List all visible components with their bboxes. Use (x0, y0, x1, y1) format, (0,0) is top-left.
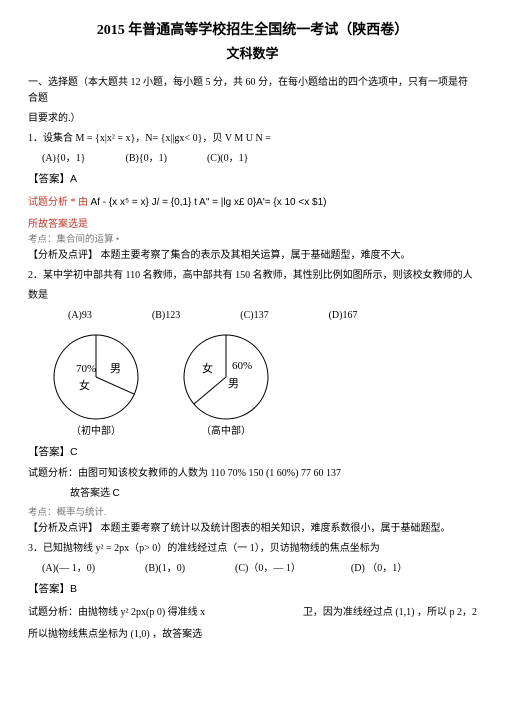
q3-options: (A)(— 1，0) (B)(1，0) (C)（0，— 1） (D) （0，1） (42, 561, 477, 577)
q1-options: (A){0，1} (B){0，1) (C)(0，1} (42, 151, 477, 167)
section-intro-2: 目要求的.） (28, 111, 477, 127)
q1-kaodian: 考点：集合间的运算 • (28, 233, 477, 248)
q2-analysis-2: 故答案选 C (70, 486, 477, 502)
pie-2-wrap: 女 60% 男 （高中部） (176, 332, 276, 440)
q2-fenxi: 【分析及点评】 本题主要考察了统计以及统计图表的相关知识，难度系数很小，属于基础… (28, 521, 477, 537)
q1-fenxi: 【分析及点评】 本题主要考察了集合的表示及其相关运算，属于基础题型，难度不大。 (28, 248, 477, 264)
q2-opt-c: (C)137 (240, 308, 268, 324)
page-title: 2015 年普通高等学校招生全国统一考试（陕西卷） (28, 20, 477, 42)
q1-opt-c: (C)(0，1} (207, 151, 248, 167)
q3-analysis-2: 所以抛物线焦点坐标为 (1,0) ，故答案选 (28, 627, 477, 643)
pie2-pct: 60% (232, 360, 252, 372)
q3-analysis-right: 卫，因为准线经过点 (1,1) ，所以 p 2，2 (303, 605, 477, 621)
q1-opt-b: (B){0，1) (125, 151, 166, 167)
section-intro-1: 一、选择题（本大题共 12 小题，每小题 5 分，共 60 分，在每小题给出的四… (28, 75, 477, 107)
pie1-pct: 70% (76, 363, 96, 375)
page-subtitle: 文科数学 (28, 44, 477, 65)
q2-opt-d: (D)167 (329, 308, 358, 324)
q2-opt-a: (A)93 (68, 308, 92, 324)
q3-opt-d: (D) （0，1） (351, 561, 407, 577)
pie-chart-2: 女 60% 男 (176, 332, 276, 422)
pie1-f: 女 (79, 378, 90, 392)
q3-analysis-left: 试题分析：由抛物线 y² 2px(p 0) 得准线 x (28, 605, 205, 621)
q3-analysis-row: 试题分析：由抛物线 y² 2px(p 0) 得准线 x 卫，因为准线经过点 (1… (28, 605, 477, 621)
q2-opt-b: (B)123 (152, 308, 180, 324)
pie2-caption: （高中部） (201, 424, 251, 440)
pie1-m: 男 (110, 363, 121, 375)
q1-analysis-label: 试题分析 * 由 (28, 197, 88, 208)
q1-opt-a: (A){0，1} (42, 151, 85, 167)
pie-charts: 70% 女 男 （初中部） 女 60% 男 （高中部） (46, 332, 477, 440)
q2-text-1: 2．某中学初中部共有 110 名教师，高中部共有 150 名教师，其性别比例如图… (28, 268, 477, 284)
q3-text: 3．已知抛物线 y² = 2px（p> 0）的准线经过点（一 1），贝访抛物线的… (28, 541, 477, 557)
q2-analysis-1: 试题分析：由图可知该校女教师的人数为 110 70% 150 (1 60%) 7… (28, 466, 477, 482)
pie-chart-1: 70% 女 男 (46, 332, 146, 422)
q1-analysis-1: 试题分析 * 由 Af - {x x⁵ = x} J/ = {0,1} t A"… (28, 195, 477, 211)
q1-answer: 【答案】A (28, 171, 477, 189)
q2-answer: 【答案】C (28, 444, 477, 462)
pie2-m: 男 (228, 378, 239, 390)
q3-opt-a: (A)(— 1，0) (42, 561, 95, 577)
pie2-f: 女 (202, 361, 213, 375)
q2-kaodian: 考点：概率与统计. (28, 506, 477, 521)
q3-opt-b: (B)(1，0) (145, 561, 185, 577)
q2-options: (A)93 (B)123 (C)137 (D)167 (68, 308, 477, 324)
pie-1-wrap: 70% 女 男 （初中部） (46, 332, 146, 440)
pie1-caption: （初中部） (71, 424, 121, 440)
q3-opt-c: (C)（0，— 1） (235, 561, 301, 577)
q1-conclusion: 所故答案选是 (28, 217, 477, 233)
q1-analysis-expr: Af - {x x⁵ = x} J/ = {0,1} t A" = |lg x£… (91, 197, 327, 208)
q1-text: 1．设集合 M = {x|x² = x}，N= {x||gx< 0}，贝 V M… (28, 131, 477, 147)
q2-text-2: 数是 (28, 288, 477, 304)
q3-answer: 【答案】B (28, 581, 477, 599)
